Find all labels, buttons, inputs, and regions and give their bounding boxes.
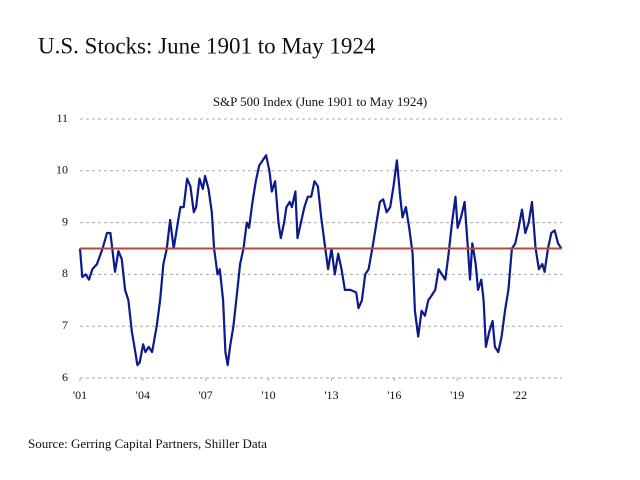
- y-tick-label: 6: [62, 370, 68, 384]
- y-tick-label: 10: [56, 163, 68, 177]
- y-tick-label: 11: [56, 111, 68, 125]
- chart-title: U.S. Stocks: June 1901 to May 1924: [38, 33, 376, 58]
- x-tick-label: '01: [73, 388, 87, 402]
- chart-subtitle: S&P 500 Index (June 1901 to May 1924): [213, 94, 427, 109]
- y-tick-label: 9: [62, 214, 68, 228]
- x-tick-label: '16: [387, 388, 401, 402]
- y-tick-label: 8: [62, 266, 68, 280]
- y-tick-label: 7: [62, 318, 68, 332]
- x-tick-label: '07: [199, 388, 213, 402]
- x-tick-label: '22: [513, 388, 527, 402]
- x-tick-label: '10: [262, 388, 276, 402]
- x-tick-label: '13: [324, 388, 338, 402]
- x-tick-label: '19: [450, 388, 464, 402]
- series-line: [78, 154, 563, 367]
- source-note: Source: Gerring Capital Partners, Shille…: [28, 436, 267, 451]
- x-tick-label: '04: [136, 388, 150, 402]
